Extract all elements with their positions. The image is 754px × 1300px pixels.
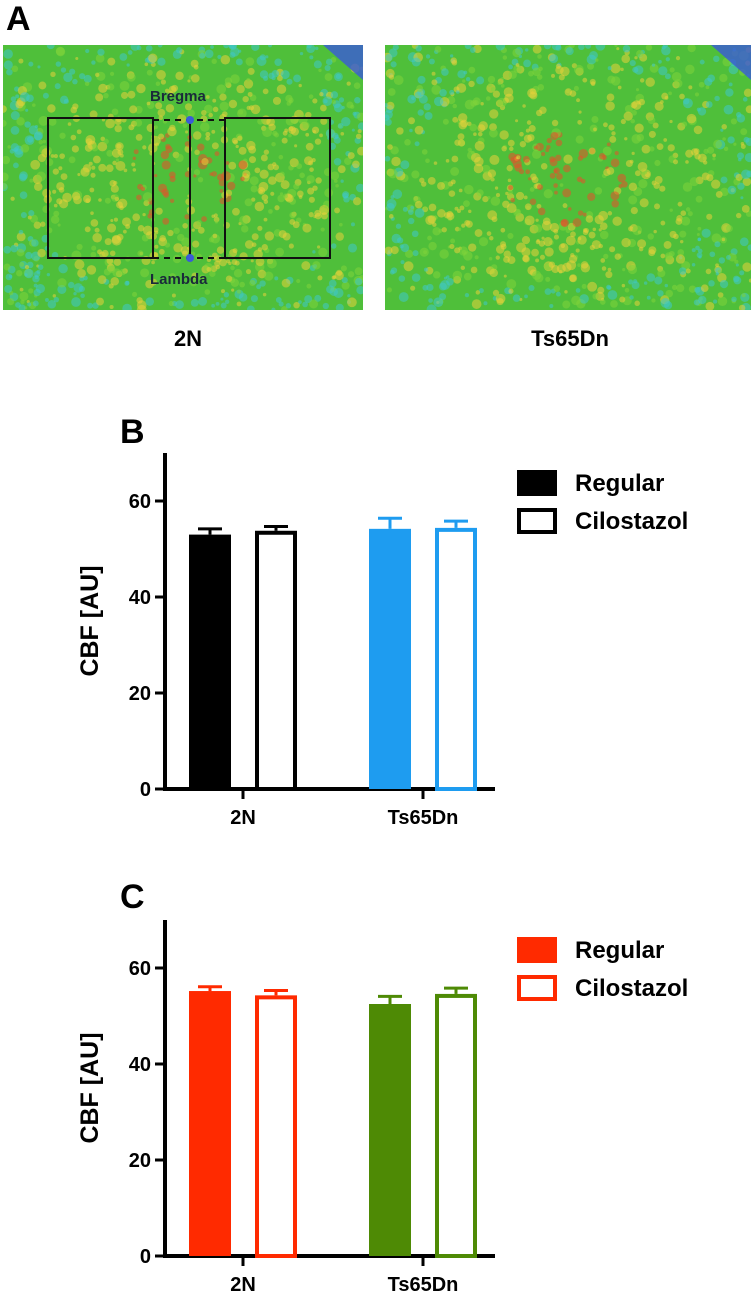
legend-swatch-regular	[517, 470, 557, 496]
y-tick-label: 0	[140, 779, 151, 801]
y-axis-label: CBF [AU]	[76, 1032, 104, 1143]
legend-swatch-cilostazol	[517, 975, 557, 1001]
bar-regular-2n	[189, 991, 231, 1256]
y-tick-label: 20	[129, 1150, 151, 1172]
legend-label-regular: Regular	[575, 937, 664, 964]
bar-regular-ts65dn	[369, 1004, 411, 1256]
y-tick-label: 40	[129, 587, 151, 609]
bar-cilostazol-ts65dn	[435, 527, 477, 791]
lambda-label: Lambda	[150, 271, 208, 288]
map-corner-shade	[711, 45, 751, 80]
map-label-ts65dn: Ts65Dn	[531, 326, 609, 351]
legend-label-cilostazol: Cilostazol	[575, 508, 688, 535]
bregma-label: Bregma	[150, 88, 206, 105]
cbf-chart-b: 0 20 40 60 CBF [AU] 2N Ts65Dn Regular Cilostazol	[0, 430, 754, 840]
bar-regular-2n	[189, 534, 231, 789]
cbf-chart-c: 0 20 40 60 CBF [AU] 2N Ts65Dn Regular Cilostazol	[0, 895, 754, 1300]
roi-right-box	[224, 117, 331, 259]
bar-regular-ts65dn	[369, 528, 411, 789]
y-tick-label: 40	[129, 1054, 151, 1076]
roi-left-box	[47, 117, 154, 259]
legend-label-regular: Regular	[575, 470, 664, 497]
bar-cilostazol-2n	[255, 995, 297, 1259]
x-tick-label: 2N	[230, 1274, 256, 1296]
panel-c-letter: C	[120, 878, 145, 916]
bar-cilostazol-ts65dn	[435, 993, 477, 1258]
legend-label-cilostazol: Cilostazol	[575, 975, 688, 1002]
bar-cilostazol-2n	[255, 530, 297, 791]
lambda-point	[186, 254, 194, 262]
map-label-2n: 2N	[173, 326, 203, 351]
y-tick-label: 60	[129, 491, 151, 513]
panel-a-letter: A	[6, 0, 31, 38]
x-tick-label: Ts65Dn	[388, 807, 459, 829]
bregma-point	[186, 116, 194, 124]
x-tick-label: Ts65Dn	[388, 1274, 459, 1296]
y-tick-label: 60	[129, 958, 151, 980]
legend-swatch-cilostazol	[517, 508, 557, 534]
laser-speckle-map-2n	[3, 45, 363, 310]
map-corner-shade	[323, 45, 363, 80]
y-tick-label: 0	[140, 1246, 151, 1268]
laser-speckle-map-ts65dn	[385, 45, 751, 310]
legend-swatch-regular	[517, 937, 557, 963]
x-tick-label: 2N	[230, 807, 256, 829]
y-axis-label: CBF [AU]	[76, 565, 104, 676]
panel-b-letter: B	[120, 413, 145, 451]
y-tick-label: 20	[129, 683, 151, 705]
